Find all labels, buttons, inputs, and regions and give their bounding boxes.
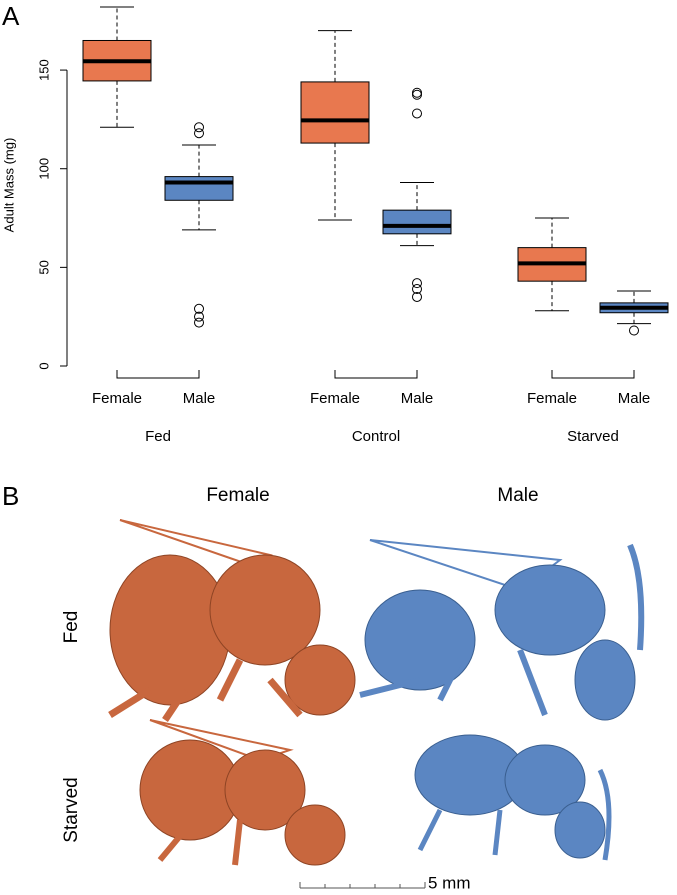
y-tick-label: 100	[36, 158, 51, 180]
outlier	[412, 89, 422, 100]
y-axis-label: Adult Mass (mg)	[1, 138, 16, 233]
row-label: Fed	[61, 611, 82, 644]
wasp-female-starved	[139, 719, 346, 866]
x-tick-label: Male	[618, 390, 651, 407]
x-tick-label: Male	[401, 390, 434, 407]
row-label: Starved	[61, 777, 82, 842]
column-label: Male	[497, 485, 538, 506]
scale-bar	[299, 882, 426, 889]
column-label: Female	[206, 485, 269, 506]
outlier	[629, 325, 639, 336]
wasp-male-starved	[414, 734, 612, 861]
x-tick-label: Male	[183, 390, 216, 407]
outlier	[412, 278, 422, 289]
group-label: Control	[352, 428, 400, 445]
y-tick-label: 50	[36, 260, 51, 274]
outlier	[194, 122, 204, 133]
outlier	[412, 108, 422, 119]
y-tick-label: 150	[36, 59, 51, 81]
outlier	[412, 87, 422, 98]
panel-label: A	[2, 1, 20, 31]
outlier	[194, 317, 204, 328]
group-label: Starved	[567, 428, 619, 445]
y-tick-label: 0	[36, 362, 51, 369]
outlier	[412, 291, 422, 302]
wasp-female-fed	[108, 519, 356, 722]
panel-label: B	[2, 481, 19, 511]
group-bracket	[551, 370, 635, 379]
outlier	[412, 284, 422, 295]
box	[164, 176, 234, 201]
group-label: Fed	[145, 428, 171, 445]
x-tick-label: Female	[527, 390, 577, 407]
x-tick-label: Female	[92, 390, 142, 407]
group-bracket	[116, 370, 200, 379]
group-bracket	[334, 370, 418, 379]
outlier	[194, 128, 204, 139]
box	[300, 81, 370, 144]
wasp-male-fed	[359, 539, 645, 721]
plot: 0 50 100 150 Fed Female Male Control Female Male S…	[36, 6, 669, 445]
outlier	[194, 311, 204, 322]
box	[382, 209, 452, 235]
scale-bar-label: 5 mm	[428, 873, 471, 892]
outlier	[194, 303, 204, 314]
x-tick-label: Female	[310, 390, 360, 407]
